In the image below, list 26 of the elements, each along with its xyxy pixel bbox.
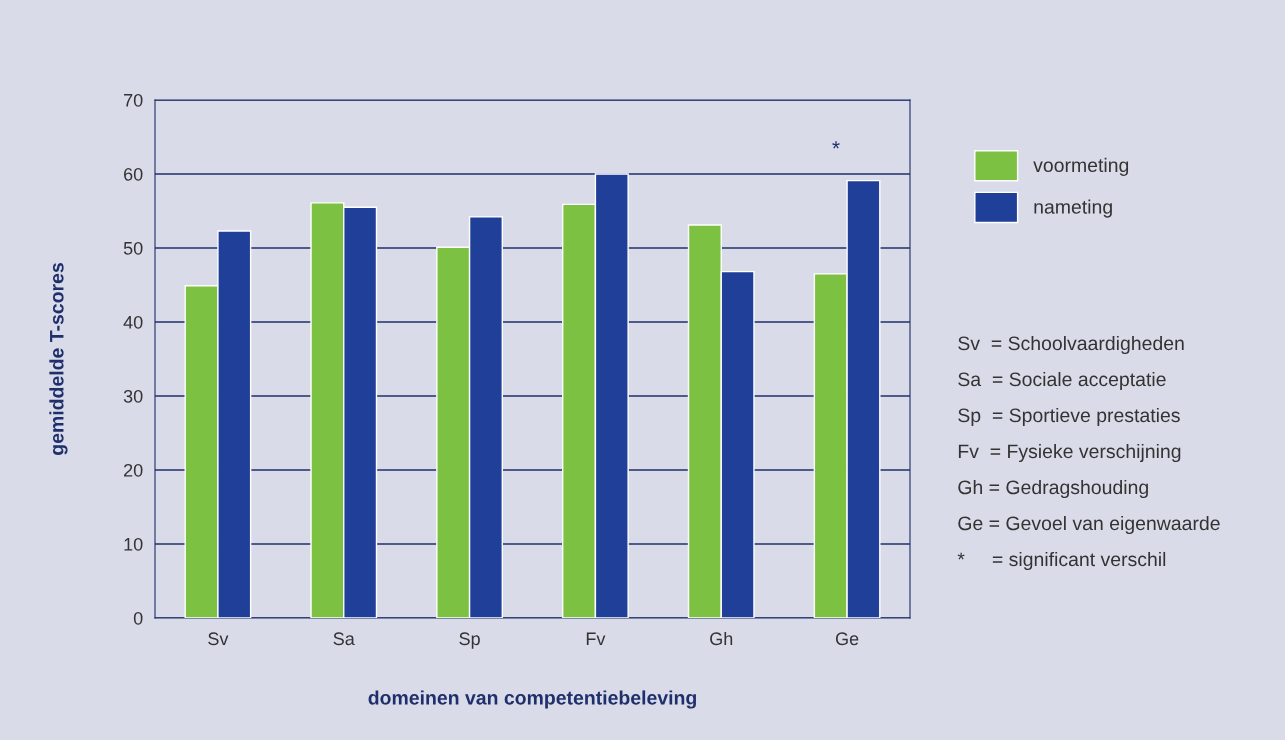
y-tick-label: 10 — [124, 537, 143, 551]
text: Fv = Fysieke verschijning — [958, 443, 1181, 463]
text: Sp = Sportieve prestaties — [958, 407, 1180, 427]
text: Gh = Gedragshouding — [958, 479, 1148, 499]
legend-label: nameting — [1034, 199, 1112, 218]
x-tick-label: Fv — [586, 632, 606, 645]
x-tick-label: Sa — [333, 632, 355, 646]
y-tick-label: 60 — [124, 167, 143, 181]
legend-label: voormeting — [1033, 157, 1129, 176]
text: Sa = Sociale acceptatie — [958, 371, 1166, 391]
text: Sv = Schoolvaardigheden — [958, 335, 1184, 355]
annotation: * — [832, 141, 840, 149]
y-tick-label: 30 — [123, 389, 143, 403]
y-axis-title: gemiddelde T-scores — [49, 263, 68, 455]
y-tick-label: 70 — [124, 93, 143, 107]
y-tick-label: 50 — [123, 241, 143, 255]
x-tick-label: Sv — [208, 632, 229, 646]
x-tick-label: Sp — [459, 632, 480, 649]
text: * = significant verschil — [957, 551, 1166, 571]
x-axis-title: domeinen van competentiebeleving — [368, 690, 696, 709]
text: Ge = Gevoel van eigenwaarde — [958, 515, 1220, 535]
x-tick-label: Gh — [710, 631, 733, 646]
y-tick-label: 20 — [124, 463, 143, 477]
y-tick-label: 0 — [133, 611, 143, 625]
y-tick-label: 40 — [123, 315, 143, 329]
x-tick-label: Ge — [835, 632, 859, 646]
